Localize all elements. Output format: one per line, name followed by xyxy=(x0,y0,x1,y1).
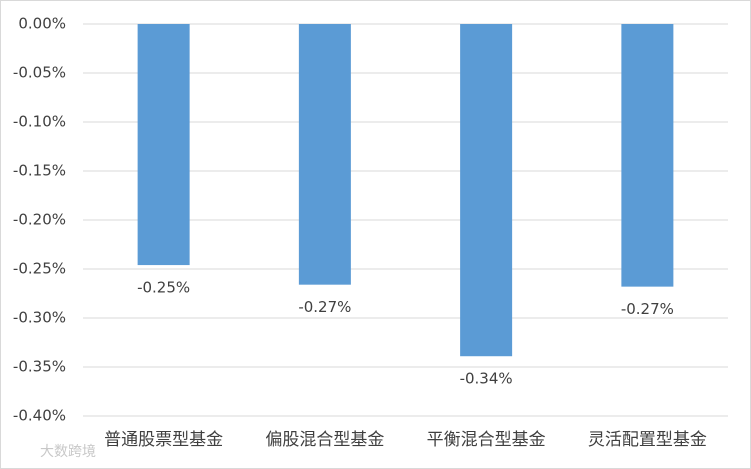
value-label: -0.27% xyxy=(621,300,674,318)
bar xyxy=(460,24,513,357)
y-tick-label: -0.10% xyxy=(13,113,66,131)
bar xyxy=(621,24,674,287)
y-tick-label: -0.35% xyxy=(13,358,66,376)
y-tick-label: -0.15% xyxy=(13,162,66,180)
bar xyxy=(137,24,190,266)
bar xyxy=(298,24,351,285)
value-label: -0.25% xyxy=(137,279,190,297)
y-tick-label: -0.25% xyxy=(13,260,66,278)
x-tick-label: 偏股混合型基金 xyxy=(265,430,384,450)
x-tick-label: 灵活配置型基金 xyxy=(588,430,707,450)
y-tick-label: -0.40% xyxy=(13,407,66,425)
y-tick-label: -0.30% xyxy=(13,309,66,327)
y-tick-label: 0.00% xyxy=(18,15,66,33)
value-label: -0.27% xyxy=(298,298,351,316)
x-tick-label: 平衡混合型基金 xyxy=(427,430,546,450)
value-label: -0.34% xyxy=(460,370,513,388)
y-tick-label: -0.20% xyxy=(13,211,66,229)
y-tick-label: -0.05% xyxy=(13,64,66,82)
watermark: 大数跨境 xyxy=(40,444,96,460)
x-tick-label: 普通股票型基金 xyxy=(104,430,223,450)
